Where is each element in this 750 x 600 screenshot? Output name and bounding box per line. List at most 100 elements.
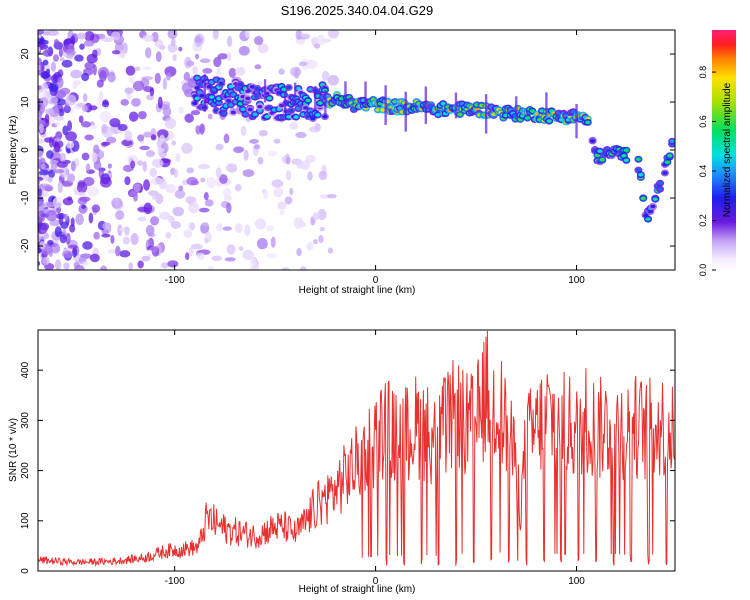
spectrogram-x-label: Height of straight line (km): [299, 285, 416, 296]
noise-speck: [281, 267, 290, 270]
ridge-streak: [203, 74, 206, 112]
noise-speck: [81, 261, 90, 266]
noise-speck: [53, 54, 59, 62]
noise-speck: [186, 176, 198, 186]
noise-speck: [243, 149, 249, 161]
noise-speck: [101, 141, 111, 146]
noise-speck: [223, 195, 232, 201]
ridge-streak: [484, 94, 488, 134]
noise-speck: [159, 211, 171, 221]
colorbar-tick-label: 0.6: [698, 115, 708, 128]
noise-speck: [87, 186, 99, 197]
noise-speck: [115, 210, 125, 220]
ridge-blob: [645, 217, 651, 221]
spectrogram-y-tick-label: 20: [20, 48, 31, 60]
colorbar-scale: [712, 30, 736, 270]
noise-speck: [62, 250, 73, 258]
noise-speck: [267, 150, 278, 157]
noise-speck: [327, 30, 339, 39]
ridge-blob: [635, 168, 642, 172]
noise-speck: [99, 111, 112, 123]
ridge-streak: [263, 79, 267, 103]
noise-speck: [61, 59, 73, 68]
noise-speck: [183, 229, 193, 238]
noise-speck: [53, 116, 65, 121]
noise-speck: [88, 105, 98, 111]
ridge-streak: [515, 96, 518, 119]
noise-speck: [38, 30, 45, 35]
noise-speck: [70, 217, 75, 227]
ridge-blob: [652, 197, 658, 202]
noise-speck: [273, 138, 281, 144]
noise-speck: [300, 266, 307, 270]
noise-speck: [233, 146, 244, 154]
noise-speck: [295, 131, 307, 139]
noise-speck: [141, 255, 151, 262]
noise-speck: [211, 255, 223, 262]
noise-speck: [186, 60, 195, 67]
noise-speck: [242, 169, 255, 178]
noise-speck: [242, 249, 254, 261]
noise-speck: [234, 184, 242, 192]
ridge-blob: [635, 157, 642, 162]
noise-speck: [90, 152, 98, 163]
noise-speck: [50, 160, 58, 171]
noise-speck: [137, 260, 144, 269]
noise-speck: [145, 150, 155, 158]
noise-speck: [155, 51, 162, 63]
ridge-blob: [638, 172, 644, 177]
noise-speck: [253, 144, 261, 150]
noise-speck: [55, 121, 61, 127]
noise-speck: [41, 256, 50, 266]
ridge-blob: [305, 98, 311, 103]
noise-speck: [82, 93, 88, 103]
noise-speck: [59, 87, 71, 95]
ridge-blob: [440, 101, 446, 106]
colorbar: 0.0 0.2 0.4 0.6 0.8 Normalized spectral ampl…: [698, 30, 736, 276]
ridge-blob: [315, 113, 321, 117]
noise-speck: [89, 253, 100, 263]
noise-speck: [162, 106, 172, 117]
ridge-blob: [206, 85, 212, 89]
noise-speck: [317, 209, 327, 221]
noise-speck: [215, 143, 224, 151]
noise-speck: [111, 50, 121, 55]
noise-speck: [143, 131, 153, 138]
noise-speck: [66, 173, 76, 184]
noise-speck: [84, 61, 95, 70]
ridge-blob: [322, 114, 328, 119]
snr-y-label: SNR (10 * v/v): [8, 418, 19, 482]
noise-speck: [158, 178, 168, 190]
figure-title: S196.2025.340.04.04.G29: [281, 3, 434, 18]
noise-speck: [173, 169, 179, 178]
ridge-blob: [245, 96, 251, 101]
noise-speck: [79, 43, 85, 50]
noise-speck: [118, 52, 126, 59]
noise-speck: [38, 109, 43, 119]
noise-speck: [125, 65, 136, 76]
noise-speck: [76, 32, 87, 40]
noise-speck: [166, 72, 171, 81]
ridge-blob: [266, 96, 273, 101]
noise-speck: [207, 113, 213, 120]
ridge-blob: [570, 109, 576, 114]
noise-speck: [204, 199, 214, 207]
noise-speck: [137, 160, 144, 166]
noise-speck: [99, 265, 108, 270]
colorbar-tick-label: 0.0: [698, 264, 708, 277]
noise-speck: [222, 188, 232, 197]
snr-y-tick-label: 100: [20, 512, 31, 529]
noise-speck: [293, 67, 300, 79]
ridge-blob: [216, 100, 222, 105]
ridge-blob: [657, 187, 663, 191]
ridge-blob: [257, 104, 263, 109]
noise-speck: [83, 40, 95, 47]
noise-speck: [175, 152, 181, 163]
noise-speck: [38, 216, 43, 223]
noise-speck: [48, 82, 59, 93]
noise-speck: [91, 204, 101, 213]
noise-speck: [254, 218, 267, 230]
ridge-streak: [324, 90, 327, 115]
ridge-streak: [545, 92, 548, 116]
